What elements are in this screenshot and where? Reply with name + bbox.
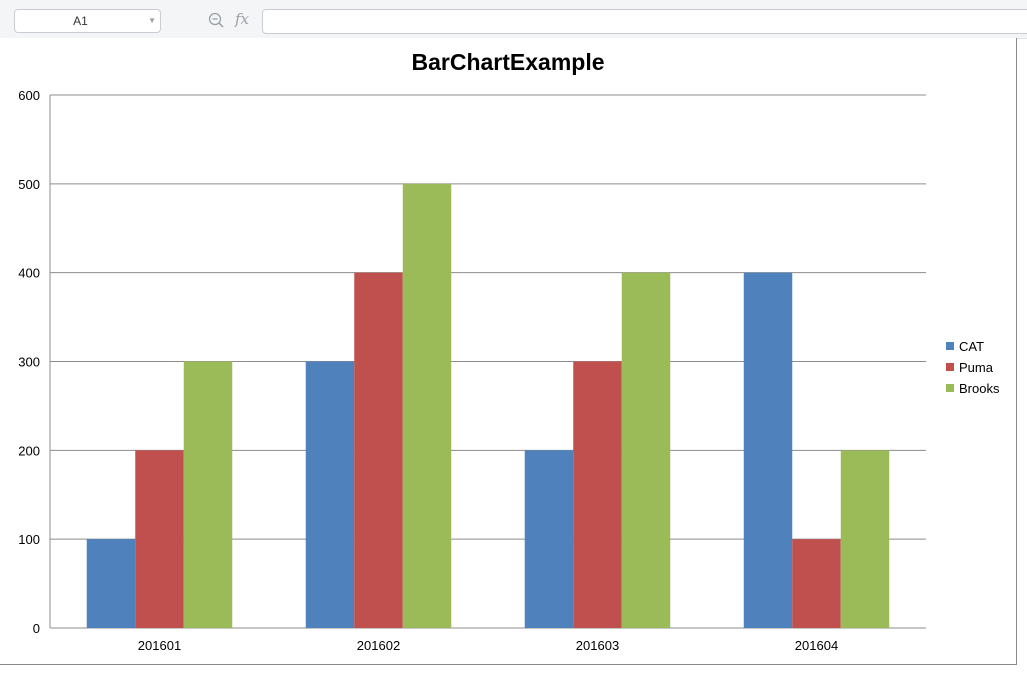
bar-brooks-201603 — [621, 272, 671, 628]
y-tick-label: 0 — [33, 621, 40, 636]
bar-brooks-201604 — [840, 450, 890, 628]
bar-cat-201601 — [86, 539, 136, 628]
y-tick-label: 500 — [18, 177, 40, 192]
y-tick-label: 300 — [18, 355, 40, 370]
formula-input[interactable] — [262, 9, 1027, 34]
bar-puma-201602 — [354, 272, 403, 628]
zoom-out-icon[interactable] — [208, 12, 225, 29]
legend-swatch-cat — [946, 342, 954, 350]
x-tick-label: 201603 — [576, 638, 619, 653]
fx-icon: fx — [235, 10, 250, 28]
x-tick-label: 201601 — [138, 638, 181, 653]
cell-reference: A1 — [73, 14, 88, 28]
y-tick-label: 100 — [18, 532, 40, 547]
legend-entry-puma: Puma — [959, 360, 994, 375]
y-tick-label: 400 — [18, 266, 40, 281]
chevron-down-icon[interactable]: ▼ — [148, 16, 156, 25]
legend-entry-cat: CAT — [959, 339, 984, 354]
y-tick-label: 200 — [18, 443, 40, 458]
bar-cat-201602 — [305, 361, 355, 628]
bar-puma-201604 — [792, 539, 841, 628]
formula-bar: A1 ▼ fx — [0, 0, 1027, 39]
legend-swatch-puma — [946, 363, 954, 371]
bar-cat-201603 — [524, 450, 574, 628]
legend-swatch-brooks — [946, 384, 954, 392]
x-tick-label: 201602 — [357, 638, 400, 653]
bar-puma-201603 — [573, 361, 622, 628]
bar-cat-201604 — [743, 272, 793, 628]
chart-title: BarChartExample — [411, 49, 604, 75]
chart-sheet: BarChartExample 0 100 200 300 400 500 600 201601… — [0, 38, 1017, 665]
bar-chart[interactable]: BarChartExample 0 100 200 300 400 500 600 201601… — [0, 38, 1016, 664]
bar-puma-201601 — [135, 450, 184, 628]
x-tick-label: 201604 — [795, 638, 838, 653]
y-tick-label: 600 — [18, 88, 40, 103]
bar-brooks-201601 — [183, 361, 233, 628]
legend-entry-brooks: Brooks — [959, 381, 1000, 396]
bar-brooks-201602 — [402, 183, 452, 629]
name-box[interactable]: A1 ▼ — [14, 9, 161, 33]
